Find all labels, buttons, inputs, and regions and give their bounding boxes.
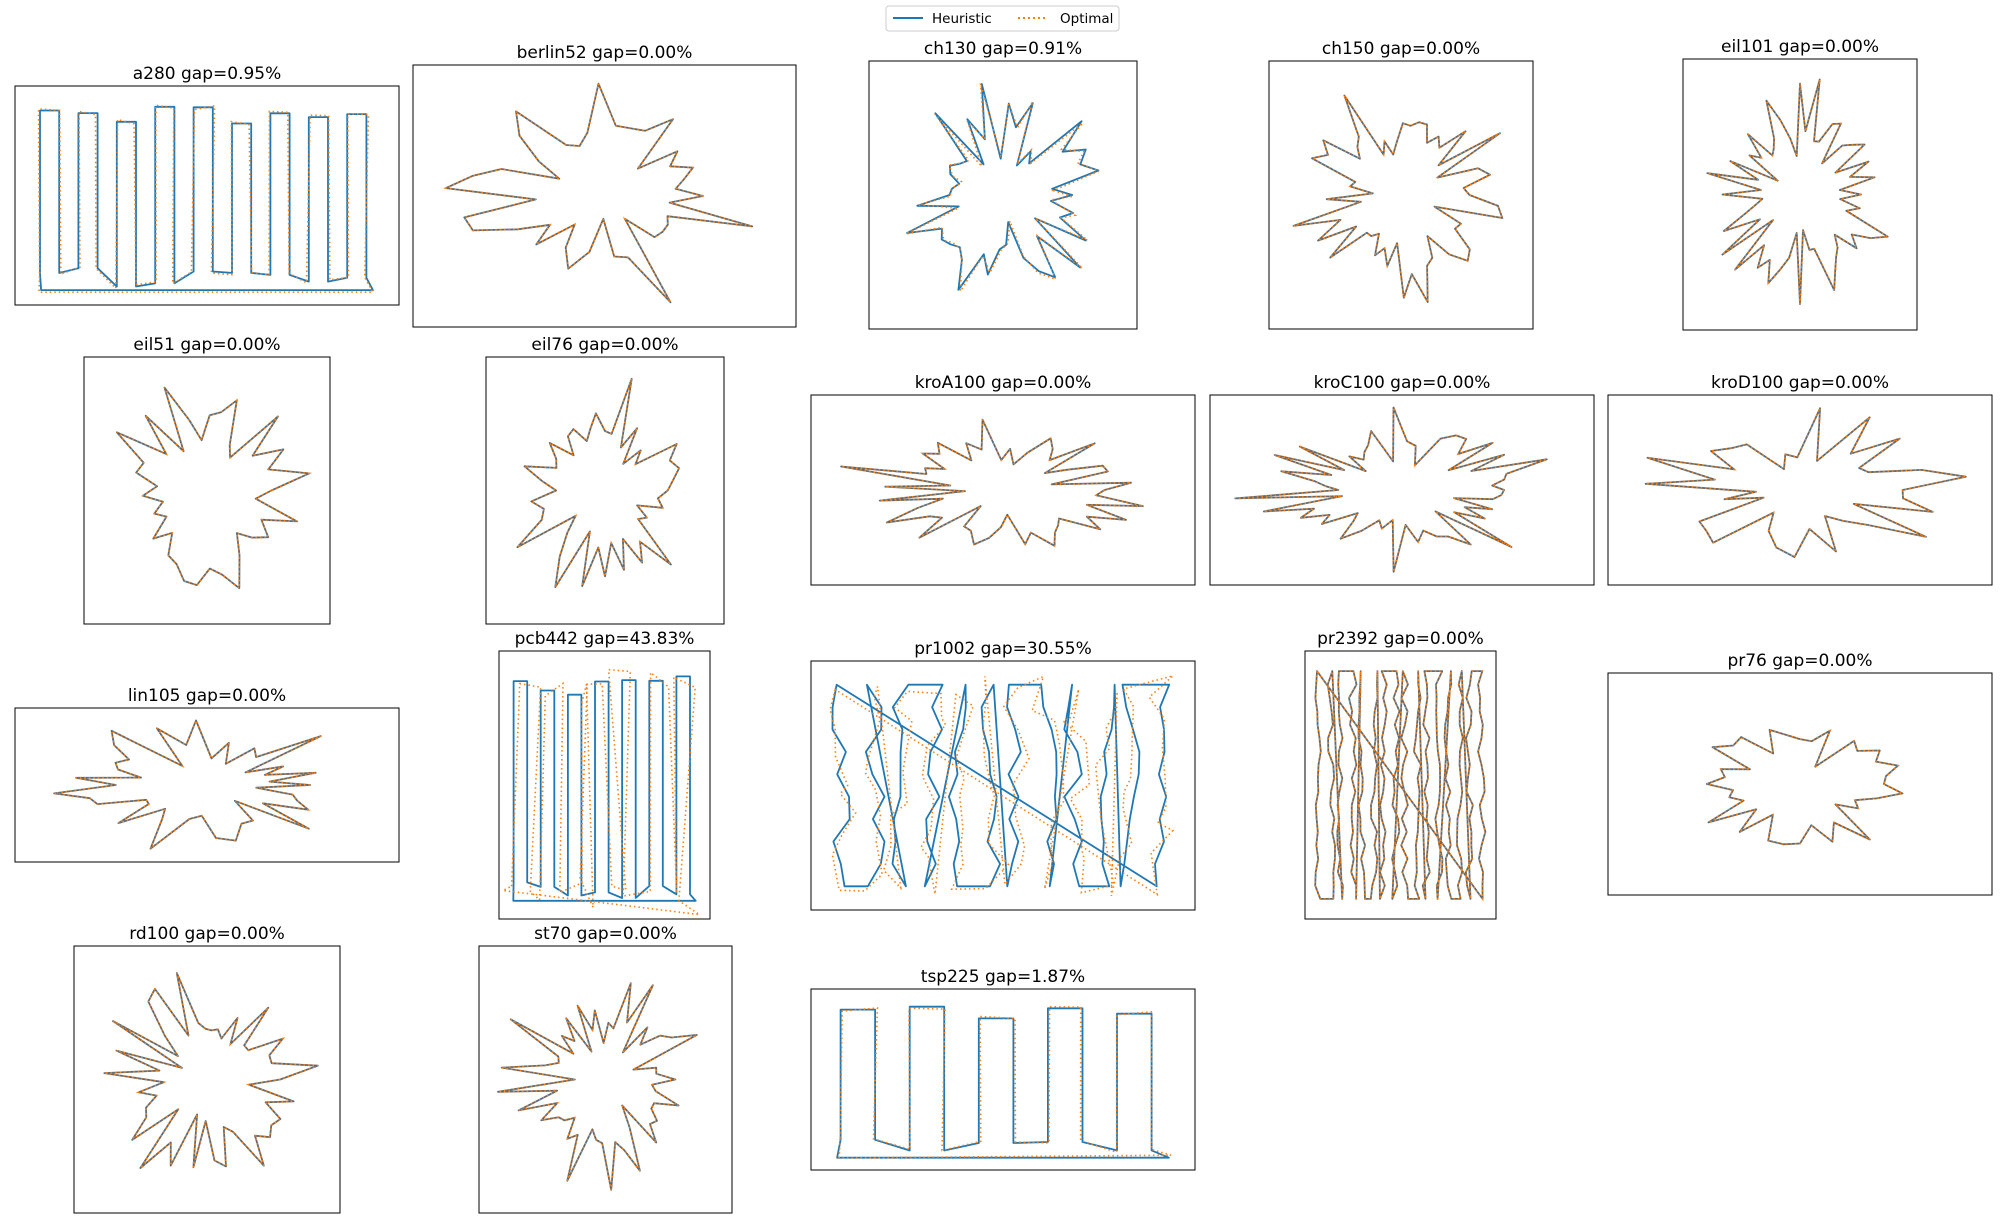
heuristic-tour-kroA100 [840, 418, 1144, 547]
subplot-title-ch130: ch130 gap=0.91% [924, 39, 1082, 59]
subplot-title-pr2392: pr2392 gap=0.00% [1317, 629, 1484, 649]
subplot-pr2392: pr2392 gap=0.00% [1304, 629, 1497, 920]
subplot-title-eil101: eil101 gap=0.00% [1721, 37, 1879, 57]
optimal-tour-eil51 [116, 387, 313, 590]
subplot-title-berlin52: berlin52 gap=0.00% [517, 43, 693, 63]
subplot-ch130: ch130 gap=0.91% [868, 39, 1138, 330]
subplot-st70: st70 gap=0.00% [478, 924, 733, 1214]
heuristic-tour-berlin52 [444, 82, 754, 304]
heuristic-tour-eil101 [1706, 78, 1889, 306]
subplot-pcb442: pcb442 gap=43.83% [498, 629, 711, 920]
legend-heuristic-label: Heuristic [932, 11, 992, 27]
axes-frame-eil76 [485, 356, 725, 625]
heuristic-tour-eil51 [115, 386, 311, 590]
heuristic-tour-pcb442 [512, 675, 697, 902]
subplot-title-a280: a280 gap=0.95% [133, 64, 282, 84]
axes-frame-kroA100 [810, 394, 1196, 586]
heuristic-tour-lin105 [53, 719, 322, 850]
optimal-tour-kroA100 [840, 419, 1144, 548]
subplot-lin105: lin105 gap=0.00% [14, 686, 400, 863]
axes-frame-berlin52 [412, 64, 797, 328]
axes-frame-rd100 [73, 945, 341, 1214]
subplot-title-rd100: rd100 gap=0.00% [129, 924, 285, 944]
heuristic-tour-ch130 [906, 83, 1100, 291]
axes-frame-a280 [14, 85, 400, 306]
subplot-title-st70: st70 gap=0.00% [534, 924, 677, 944]
subplot-kroA100: kroA100 gap=0.00% [810, 373, 1196, 586]
axes-frame-pcb442 [498, 650, 711, 920]
optimal-tour-lin105 [53, 718, 322, 852]
heuristic-tour-kroC100 [1234, 406, 1548, 573]
heuristic-tour-a280 [39, 105, 374, 292]
optimal-tour-pr76 [1704, 728, 1905, 846]
subplot-kroC100: kroC100 gap=0.00% [1209, 373, 1595, 586]
optimal-tour-kroD100 [1645, 407, 1966, 559]
optimal-tour-pcb442 [500, 668, 700, 916]
heuristic-tour-st70 [497, 982, 698, 1191]
optimal-tour-kroC100 [1235, 407, 1548, 572]
subplot-title-lin105: lin105 gap=0.00% [128, 686, 286, 706]
axes-frame-ch150 [1268, 60, 1534, 330]
subplot-title-kroC100: kroC100 gap=0.00% [1314, 373, 1491, 393]
axes-frame-st70 [478, 945, 733, 1214]
subplot-title-pr76: pr76 gap=0.00% [1727, 651, 1872, 671]
optimal-tour-tsp225 [838, 1005, 1172, 1159]
axes-frame-pr1002 [810, 660, 1196, 911]
subplot-a280: a280 gap=0.95% [14, 64, 400, 306]
optimal-tour-ch150 [1293, 95, 1504, 303]
heuristic-tour-pr76 [1705, 729, 1904, 846]
subplot-eil51: eil51 gap=0.00% [83, 335, 331, 625]
axes-frame-kroC100 [1209, 394, 1595, 586]
subplot-title-ch150: ch150 gap=0.00% [1322, 39, 1480, 59]
subplot-pr1002: pr1002 gap=30.55% [810, 639, 1196, 911]
subplot-eil101: eil101 gap=0.00% [1682, 37, 1918, 331]
legend: Heuristic Optimal [885, 5, 1120, 32]
optimal-tour-eil76 [516, 378, 681, 588]
subplot-kroD100: kroD100 gap=0.00% [1607, 373, 1993, 586]
legend-optimal-label: Optimal [1060, 11, 1113, 27]
optimal-tour-pr1002 [829, 675, 1175, 897]
heuristic-tour-tsp225 [836, 1005, 1170, 1159]
optimal-tour-rd100 [104, 972, 319, 1169]
subplot-title-pcb442: pcb442 gap=43.83% [515, 629, 695, 649]
axes-frame-tsp225 [810, 988, 1196, 1171]
optimal-tour-pr2392 [1314, 668, 1487, 902]
heuristic-tour-eil76 [516, 377, 680, 588]
axes-frame-eil51 [83, 356, 331, 625]
subplot-berlin52: berlin52 gap=0.00% [412, 43, 797, 328]
optimal-tour-ch130 [905, 82, 1102, 295]
subplot-eil76: eil76 gap=0.00% [485, 335, 725, 625]
subplot-title-pr1002: pr1002 gap=30.55% [914, 639, 1092, 659]
subplot-title-kroD100: kroD100 gap=0.00% [1711, 373, 1889, 393]
axes-frame-pr76 [1607, 672, 1993, 896]
heuristic-tour-pr1002 [831, 683, 1171, 888]
subplot-title-eil76: eil76 gap=0.00% [531, 335, 678, 355]
optimal-tour-berlin52 [443, 81, 753, 303]
axes-frame-pr2392 [1304, 650, 1497, 920]
legend-frame [885, 5, 1120, 32]
subplot-pr76: pr76 gap=0.00% [1607, 651, 1993, 896]
subplot-tsp225: tsp225 gap=1.87% [810, 967, 1196, 1171]
axes-frame-eil101 [1682, 58, 1918, 331]
subplot-ch150: ch150 gap=0.00% [1268, 39, 1534, 330]
subplot-title-kroA100: kroA100 gap=0.00% [915, 373, 1092, 393]
heuristic-tour-ch150 [1292, 94, 1504, 304]
axes-frame-kroD100 [1607, 394, 1993, 586]
subplot-title-eil51: eil51 gap=0.00% [133, 335, 280, 355]
heuristic-tour-rd100 [103, 972, 319, 1169]
axes-frame-ch130 [868, 60, 1138, 330]
optimal-tour-a280 [37, 104, 375, 294]
subplot-grid: a280 gap=0.95% berlin52 gap=0.00% ch130 ga… [14, 37, 1993, 1214]
subplot-rd100: rd100 gap=0.00% [73, 924, 341, 1214]
axes-frame-lin105 [14, 707, 400, 863]
subplot-title-tsp225: tsp225 gap=1.87% [921, 967, 1085, 987]
